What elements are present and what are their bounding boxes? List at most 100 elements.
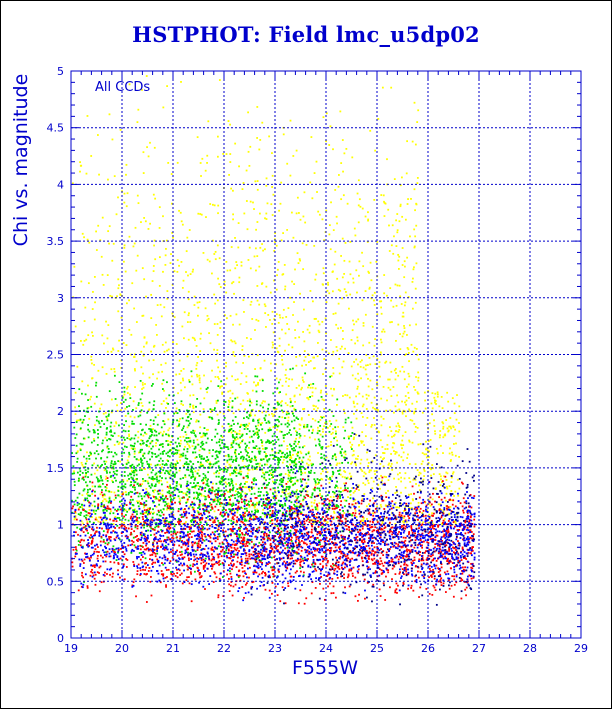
data-point [358, 505, 361, 508]
data-point [229, 446, 232, 449]
data-point [388, 467, 390, 470]
data-point [241, 459, 244, 462]
data-point [312, 428, 314, 431]
data-point [128, 328, 131, 331]
data-point [294, 337, 297, 339]
data-point [414, 407, 417, 410]
data-point [394, 405, 397, 408]
data-point [238, 453, 240, 455]
data-point [288, 328, 290, 331]
data-point [458, 487, 461, 490]
data-point [308, 436, 311, 439]
data-point [378, 365, 381, 368]
data-point [396, 461, 398, 464]
data-point [170, 522, 173, 525]
data-point [116, 440, 119, 443]
data-point [417, 504, 420, 507]
data-point [141, 315, 144, 317]
data-point [336, 398, 339, 401]
data-point [359, 462, 362, 465]
data-point [240, 423, 243, 426]
data-point [126, 406, 128, 408]
data-point [299, 434, 302, 437]
data-point [298, 212, 300, 214]
data-point [110, 411, 113, 414]
data-point [245, 450, 248, 453]
data-point [396, 490, 398, 493]
data-point [85, 460, 88, 463]
data-point [228, 463, 231, 466]
data-point [429, 504, 432, 507]
data-point [187, 424, 190, 427]
data-point [165, 433, 168, 436]
data-point [430, 576, 433, 578]
data-point [215, 441, 218, 444]
data-point [100, 255, 103, 258]
data-point [149, 519, 151, 522]
data-point [287, 466, 289, 469]
data-point [302, 215, 305, 218]
data-point [114, 508, 117, 511]
data-point [311, 432, 314, 434]
data-point [399, 472, 401, 474]
data-point [164, 544, 167, 547]
data-point [109, 555, 112, 558]
data-point [401, 439, 404, 442]
data-point [259, 516, 262, 519]
data-point [343, 152, 346, 155]
data-point [86, 492, 88, 495]
data-point [378, 477, 381, 480]
data-point [121, 488, 124, 490]
data-point [216, 349, 219, 351]
data-point [139, 442, 142, 445]
data-point [232, 459, 235, 461]
data-point [180, 402, 183, 405]
data-point [390, 370, 393, 373]
data-point [206, 456, 208, 458]
data-point [198, 474, 201, 477]
data-point [239, 486, 242, 489]
data-point [163, 423, 166, 426]
data-point [127, 492, 130, 494]
data-point [361, 405, 364, 408]
data-point [123, 471, 126, 473]
data-point [344, 453, 347, 456]
data-point [97, 505, 99, 508]
data-point [270, 203, 273, 206]
data-point [149, 467, 152, 470]
data-point [198, 381, 201, 384]
data-point [451, 472, 454, 475]
data-point [271, 214, 274, 216]
data-point [191, 336, 194, 339]
data-point [169, 469, 172, 472]
data-point [252, 483, 255, 485]
data-point [167, 507, 170, 510]
data-point [110, 491, 113, 493]
data-point [120, 493, 123, 495]
scatter-series [71, 475, 476, 605]
data-point [303, 435, 306, 437]
data-point [126, 385, 129, 388]
data-point [193, 479, 196, 481]
data-point [143, 336, 146, 339]
data-point [312, 555, 314, 558]
data-point [293, 394, 296, 397]
data-point [91, 493, 94, 495]
data-point [183, 541, 186, 543]
data-point [227, 408, 230, 411]
data-point [140, 350, 143, 353]
data-point [232, 436, 235, 439]
data-point [266, 471, 269, 474]
data-point [136, 510, 138, 513]
data-point [424, 399, 427, 402]
data-point [256, 221, 259, 223]
data-point [270, 468, 273, 471]
data-point [294, 408, 297, 411]
data-point [373, 304, 376, 306]
data-point [189, 405, 191, 408]
data-point [347, 573, 350, 576]
data-point [381, 483, 384, 485]
data-point [293, 408, 296, 411]
data-point [280, 181, 283, 184]
data-point [134, 434, 137, 437]
